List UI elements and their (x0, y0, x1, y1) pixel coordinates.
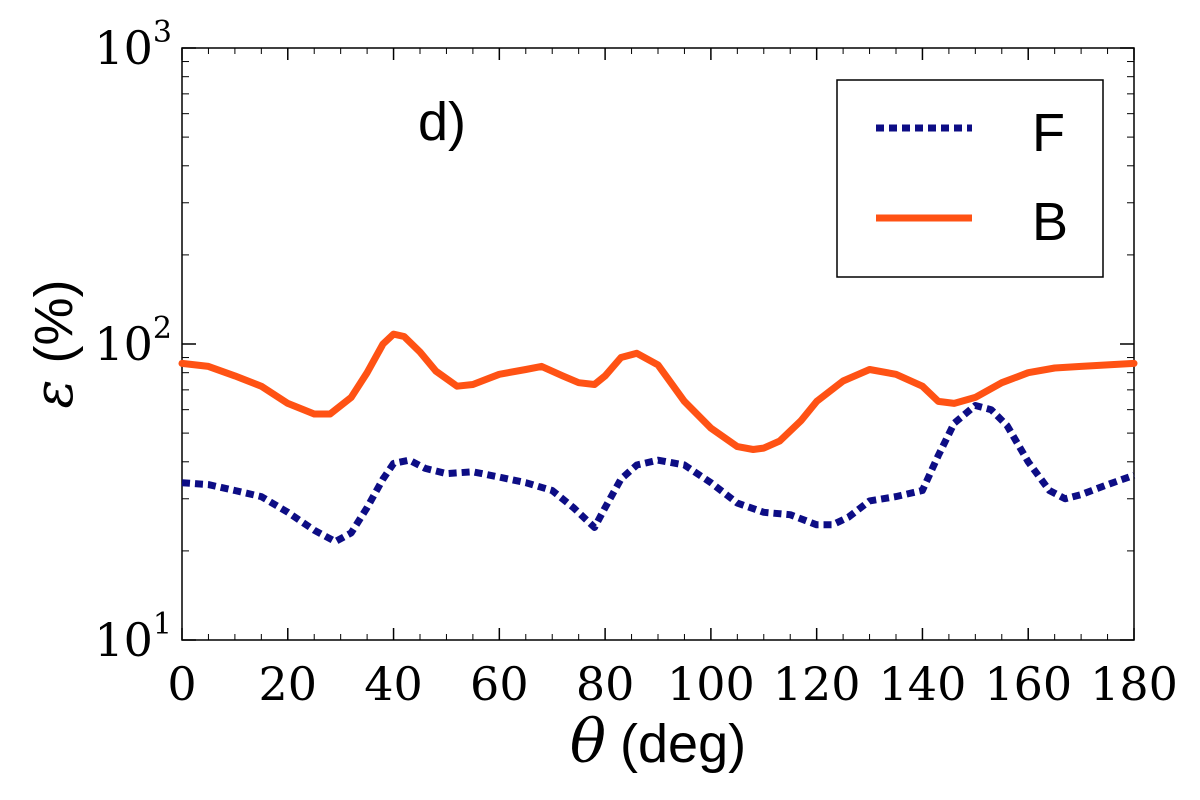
x-tick-label: 160 (984, 657, 1072, 711)
legend-label-f: F (1032, 103, 1065, 163)
x-tick-label: 100 (667, 657, 755, 711)
y-tick-label: 102 (94, 311, 172, 371)
x-tick-label: 140 (879, 657, 967, 711)
x-axis-label: θ (deg) (570, 707, 746, 777)
series-line-b (178, 330, 1138, 453)
x-axis-label-unit: (deg) (620, 714, 746, 774)
y-axis-label: ε (%) (22, 280, 85, 409)
legend-label-b: B (1032, 192, 1068, 252)
x-tick-label: 40 (364, 657, 423, 711)
x-tick-label: 0 (167, 657, 196, 711)
x-tick-label: 60 (470, 657, 529, 711)
legend-box (836, 79, 1104, 278)
x-tick-labels: 0 20 40 60 80 100 120 140 160 180 (167, 657, 1178, 711)
y-axis-label-symbol: ε (22, 380, 85, 409)
panel-label: d) (418, 92, 466, 152)
series-line-f (181, 402, 1136, 546)
y-tick-label: 103 (94, 15, 172, 75)
legend: F B (836, 79, 1104, 278)
y-tick-label: 101 (94, 607, 172, 667)
series-lines (178, 330, 1138, 546)
x-tick-label: 80 (576, 657, 635, 711)
x-tick-label: 20 (259, 657, 318, 711)
y-tick-labels: 101 102 103 (94, 15, 172, 667)
x-tick-label: 120 (773, 657, 861, 711)
minor-ticks (182, 48, 1134, 640)
major-ticks (181, 47, 1135, 641)
x-axis-label-symbol: θ (570, 707, 606, 777)
x-tick-label: 180 (1090, 657, 1178, 711)
y-axis-label-unit: (%) (24, 280, 84, 364)
